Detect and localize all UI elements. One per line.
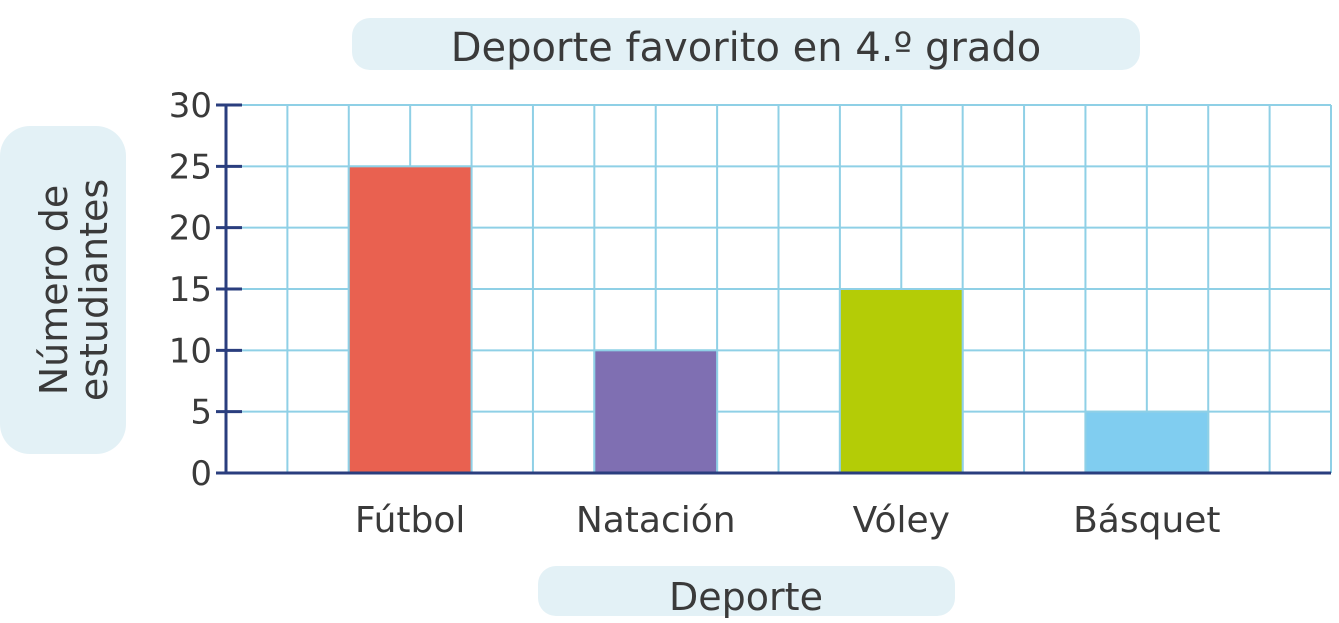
bar-1 xyxy=(347,165,473,474)
y-axis-label-line-1: Número de xyxy=(32,185,76,396)
chart-title: Deporte favorito en 4.º grado xyxy=(451,25,1042,71)
bar-4 xyxy=(1084,410,1210,474)
bar-3 xyxy=(838,288,964,474)
axes xyxy=(216,103,1331,475)
y-tick-label: 25 xyxy=(169,147,212,187)
y-tick-label: 30 xyxy=(169,86,212,126)
y-tick-label: 20 xyxy=(169,209,212,249)
y-tick-label: 15 xyxy=(169,270,212,310)
y-axis-tick-labels: 0 5 10 15 20 25 30 xyxy=(169,86,212,494)
chart-title-background xyxy=(352,18,1140,70)
x-tick-label: Fútbol xyxy=(355,500,466,541)
y-tick-label: 0 xyxy=(190,454,212,494)
x-tick-label: Natación xyxy=(576,500,736,541)
x-tick-label: Básquet xyxy=(1073,500,1220,541)
x-axis-category-labels: Fútbol Natación Vóley Básquet xyxy=(355,500,1221,541)
x-axis-label: Deporte xyxy=(669,575,823,619)
y-tick-label: 10 xyxy=(169,331,212,371)
bar-2 xyxy=(593,349,719,475)
y-axis-label-background xyxy=(0,126,126,454)
x-axis-label-background xyxy=(538,566,955,616)
y-tick-label: 5 xyxy=(190,393,212,433)
x-tick-label: Vóley xyxy=(853,500,950,541)
bars xyxy=(347,165,1210,475)
y-axis-label-line-2: estudiantes xyxy=(72,179,116,401)
